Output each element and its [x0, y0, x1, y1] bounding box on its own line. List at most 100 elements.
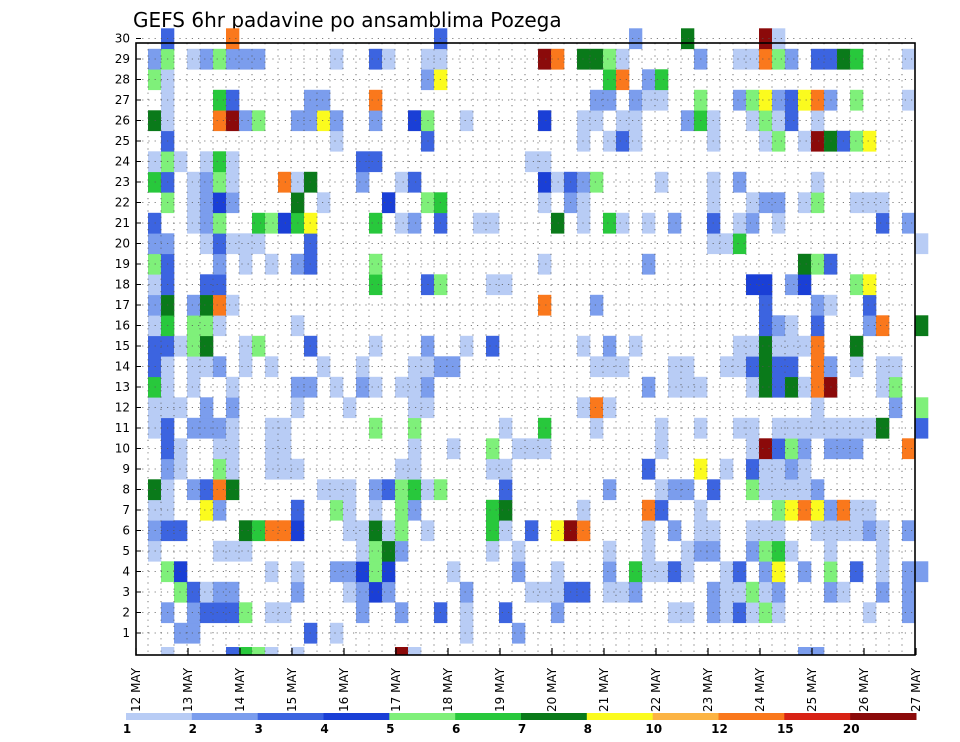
heatmap-cell: [785, 356, 799, 378]
heatmap-cell: [252, 647, 266, 655]
heatmap-cell: [811, 499, 825, 521]
heatmap-cell: [759, 294, 773, 316]
colorbar-swatch: [521, 713, 588, 720]
heatmap-cell: [850, 335, 864, 357]
heatmap-cell: [733, 561, 747, 583]
heatmap-cell: [200, 48, 214, 70]
heatmap-cell: [746, 212, 760, 234]
heatmap-cell: [772, 561, 786, 583]
heatmap-cell: [811, 479, 825, 501]
heatmap-cell: [915, 315, 929, 337]
heatmap-cell: [408, 438, 422, 460]
heatmap-cell: [785, 376, 799, 398]
heatmap-cell: [278, 171, 292, 193]
heatmap-cell: [785, 89, 799, 111]
heatmap-cell: [759, 28, 773, 50]
heatmap-cell: [720, 561, 734, 583]
heatmap-cell: [863, 274, 877, 296]
heatmap-cell: [863, 192, 877, 214]
heatmap-cell: [512, 622, 526, 644]
heatmap-cell: [382, 561, 396, 583]
heatmap-cell: [538, 110, 552, 132]
heatmap-cell: [759, 315, 773, 337]
heatmap-cell: [486, 335, 500, 357]
heatmap-cell: [629, 110, 643, 132]
heatmap-cell: [798, 253, 812, 275]
heatmap-cell: [291, 647, 305, 655]
colorbar-label: 6: [452, 722, 460, 736]
heatmap-cell: [902, 212, 916, 234]
heatmap-cell: [720, 581, 734, 603]
heatmap-cell: [655, 69, 669, 91]
heatmap-cell: [226, 233, 240, 255]
heatmap-cell: [330, 499, 344, 521]
heatmap-cell: [369, 376, 383, 398]
heatmap-cell: [577, 48, 591, 70]
heatmap-cell: [512, 561, 526, 583]
heatmap-cell: [226, 581, 240, 603]
heatmap-cell: [629, 581, 643, 603]
heatmap-cell: [772, 520, 786, 542]
y-tick-label: 26: [115, 114, 130, 128]
heatmap-cell: [772, 130, 786, 152]
heatmap-cell: [772, 479, 786, 501]
heatmap-cell: [187, 417, 201, 439]
heatmap-cell: [590, 397, 604, 419]
heatmap-cell: [876, 212, 890, 234]
heatmap-cell: [226, 48, 240, 70]
heatmap-cell: [603, 335, 617, 357]
heatmap-cell: [785, 499, 799, 521]
colorbar-label: 10: [645, 722, 662, 736]
x-tick-label: 13 MAY: [181, 667, 195, 712]
heatmap-cell: [668, 356, 682, 378]
heatmap-cell: [460, 622, 474, 644]
heatmap-cell: [174, 151, 188, 173]
heatmap-cell: [226, 417, 240, 439]
heatmap-cell: [850, 520, 864, 542]
heatmap-cell: [239, 110, 253, 132]
heatmap-cell: [577, 520, 591, 542]
heatmap-cell: [213, 89, 227, 111]
heatmap-cell: [577, 581, 591, 603]
heatmap-cell: [642, 69, 656, 91]
heatmap-cell: [811, 192, 825, 214]
heatmap-cell: [278, 438, 292, 460]
heatmap-cell: [408, 212, 422, 234]
heatmap-cell: [187, 581, 201, 603]
heatmap-cell: [213, 581, 227, 603]
heatmap-cell: [512, 540, 526, 562]
heatmap-cell: [200, 233, 214, 255]
y-tick-label: 12: [115, 401, 130, 415]
heatmap-cell: [876, 315, 890, 337]
y-tick-label: 11: [115, 421, 130, 435]
heatmap-cell: [616, 69, 630, 91]
heatmap-cell: [369, 581, 383, 603]
heatmap-cell: [330, 110, 344, 132]
colorbar-swatch: [652, 713, 719, 720]
heatmap-cell: [577, 171, 591, 193]
heatmap-cell: [265, 356, 279, 378]
heatmap-cell: [330, 130, 344, 152]
heatmap-cell: [746, 335, 760, 357]
heatmap-cell: [889, 397, 903, 419]
heatmap-cell: [408, 376, 422, 398]
heatmap-cell: [759, 540, 773, 562]
heatmap-cell: [746, 274, 760, 296]
heatmap-cell: [213, 171, 227, 193]
heatmap-cell: [850, 48, 864, 70]
heatmap-cell: [785, 110, 799, 132]
heatmap-cell: [226, 458, 240, 480]
heatmap-cell: [343, 499, 357, 521]
heatmap-cell: [577, 130, 591, 152]
heatmap-cell: [876, 520, 890, 542]
heatmap-cell: [785, 315, 799, 337]
heatmap-cell: [265, 212, 279, 234]
heatmap-cell: [330, 561, 344, 583]
x-tick-label: 27 MAY: [909, 667, 923, 712]
heatmap-cell: [759, 561, 773, 583]
y-tick-label: 20: [115, 237, 130, 251]
heatmap-cell: [356, 561, 370, 583]
heatmap-cell: [525, 520, 539, 542]
x-tick-label: 22 MAY: [649, 667, 663, 712]
heatmap-cell: [590, 294, 604, 316]
